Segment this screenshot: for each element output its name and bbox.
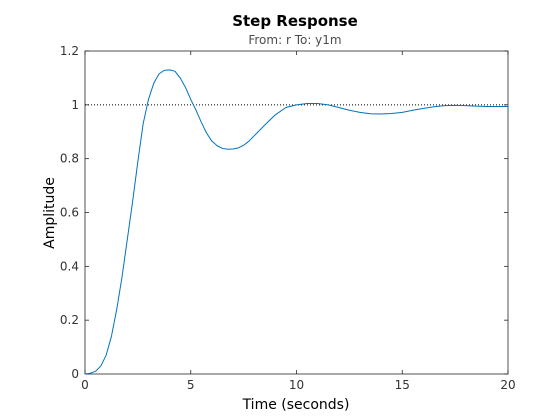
chart-title: Step Response <box>232 12 358 30</box>
step-response-line <box>84 69 508 375</box>
y-tick-label: 1.2 <box>60 44 79 58</box>
y-tick-label: 0.2 <box>60 313 79 327</box>
x-axis-label: Time (seconds) <box>242 397 350 413</box>
chart-subtitle: From: r To: y1m <box>248 33 341 47</box>
x-tick-label: 20 <box>500 378 515 392</box>
y-tick-label: 0 <box>71 367 79 381</box>
x-tick-label: 10 <box>289 378 304 392</box>
series-group <box>84 69 508 375</box>
y-axis-label: Amplitude <box>42 177 58 249</box>
y-tick-label: 0.6 <box>60 206 79 220</box>
y-tick-label: 0.8 <box>60 152 79 166</box>
axis-ticks: 0 5 10 15 20 0 0.2 0.4 0.6 0.8 1 1.2 <box>60 44 516 392</box>
y-tick-label: 0.4 <box>60 259 79 273</box>
x-tick-label: 5 <box>187 378 195 392</box>
y-tick-label: 1 <box>71 98 79 112</box>
x-tick-label: 0 <box>81 378 89 392</box>
x-tick-label: 15 <box>395 378 410 392</box>
